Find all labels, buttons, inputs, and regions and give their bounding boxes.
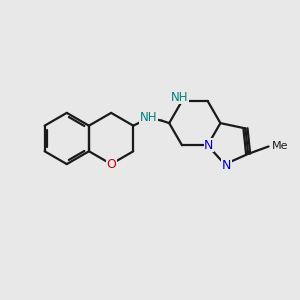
Text: O: O	[106, 158, 116, 171]
Text: Me: Me	[272, 142, 288, 152]
Text: NH: NH	[171, 91, 188, 103]
Text: N: N	[204, 139, 214, 152]
Text: NH: NH	[140, 112, 158, 124]
Text: N: N	[222, 159, 232, 172]
